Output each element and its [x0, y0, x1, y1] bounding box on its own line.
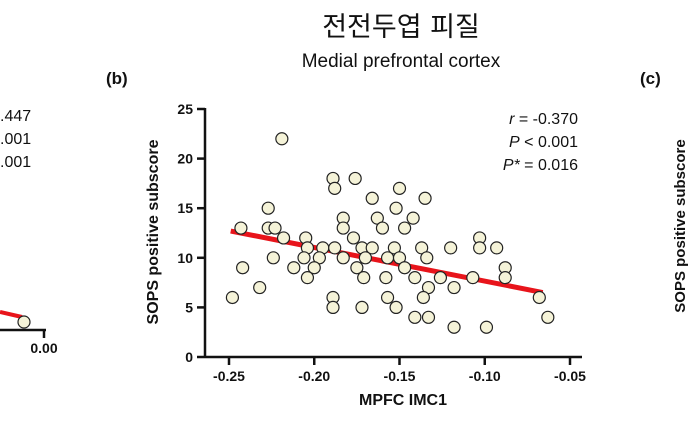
data-point [355, 300, 369, 314]
data-point [253, 280, 267, 295]
data-point [268, 221, 282, 235]
data-point [466, 271, 480, 285]
left-fit-line [0, 310, 23, 319]
title-korean: 전전두엽 피질 [322, 12, 480, 43]
data-point [380, 290, 395, 305]
data-point [336, 251, 350, 265]
data-point [276, 231, 291, 245]
data-point [532, 290, 546, 305]
data-point [444, 241, 458, 255]
data-point [300, 271, 315, 285]
data-point [490, 241, 504, 255]
stat-annotation: P < 0.001 [509, 134, 578, 151]
data-point [398, 221, 412, 235]
data-point [416, 290, 430, 305]
x-tick-label: -0.10 [469, 368, 501, 384]
left-panel-fragment: .447 .001 .001 0.00 [0, 108, 58, 356]
left-stat-2: .001 [0, 131, 31, 148]
scatter-plot-b: -0.25 -0.20 -0.15 -0.10 -0.05 0 5 10 15 20 25 MPFC… [145, 101, 586, 409]
stat-annotation: P* = 0.016 [503, 157, 578, 174]
data-point [365, 241, 379, 255]
data-point [447, 280, 461, 295]
data-point [420, 251, 434, 265]
data-point [261, 201, 275, 215]
left-stat-3: .001 [0, 154, 31, 171]
data-point [328, 241, 342, 255]
x-axis-label: MPFC IMC1 [359, 392, 447, 409]
data-point [418, 191, 432, 205]
y-tick-label: 20 [177, 151, 193, 167]
subtitle: Medial prefrontal cortex [302, 51, 501, 72]
data-point [287, 261, 301, 275]
data-point [406, 211, 420, 225]
left-data-point [17, 315, 31, 329]
stats-annotation: r = -0.370 P < 0.001 P* = 0.016 [503, 111, 578, 174]
data-point [398, 261, 412, 275]
data-point [328, 181, 342, 195]
data-point [358, 251, 372, 265]
data-point [357, 271, 371, 285]
data-point [479, 320, 494, 334]
right-y-axis-label: SOPS positive subscore [672, 139, 689, 312]
data-point [392, 181, 407, 195]
y-tick-label: 0 [185, 349, 193, 365]
data-point [307, 261, 321, 275]
data-point [421, 310, 436, 324]
y-tick-label: 10 [177, 250, 193, 266]
data-point [346, 231, 361, 245]
panel-label-b: (b) [106, 69, 128, 88]
data-point [297, 251, 311, 265]
data-point [380, 251, 395, 265]
data-point [408, 310, 422, 324]
y-axis-label: SOPS positive subscore [145, 139, 162, 324]
data-point [234, 221, 248, 235]
left-stat-1: .447 [0, 108, 31, 125]
data-point [365, 191, 379, 205]
x-tick-label: -0.15 [384, 368, 416, 384]
data-point [473, 241, 487, 255]
data-point [447, 320, 461, 334]
data-point [266, 251, 280, 265]
data-point [541, 310, 555, 324]
x-tick-label: -0.25 [213, 368, 245, 384]
y-tick-label: 5 [185, 299, 193, 315]
data-point [379, 271, 393, 285]
data-point [225, 290, 240, 305]
data-point [348, 171, 362, 186]
data-point [433, 271, 448, 285]
y-tick-label: 25 [177, 101, 193, 117]
x-tick-label: -0.05 [554, 368, 586, 384]
y-tick-label: 15 [177, 200, 193, 216]
data-point [236, 261, 250, 275]
panel-label-c: (c) [640, 69, 661, 88]
data-point [498, 271, 512, 285]
data-point [326, 300, 340, 314]
data-point [275, 132, 289, 146]
axes: -0.25 -0.20 -0.15 -0.10 -0.05 0 5 10 15 20 25 [177, 101, 586, 384]
data-point [375, 221, 390, 235]
data-point [389, 201, 403, 215]
data-points [225, 132, 555, 334]
data-point [389, 300, 403, 314]
data-point [408, 271, 422, 285]
x-tick-label: -0.20 [298, 368, 330, 384]
left-x-tick-label: 0.00 [30, 340, 57, 356]
data-point [350, 261, 364, 275]
stat-annotation: r = -0.370 [509, 111, 578, 128]
data-point [336, 221, 350, 235]
